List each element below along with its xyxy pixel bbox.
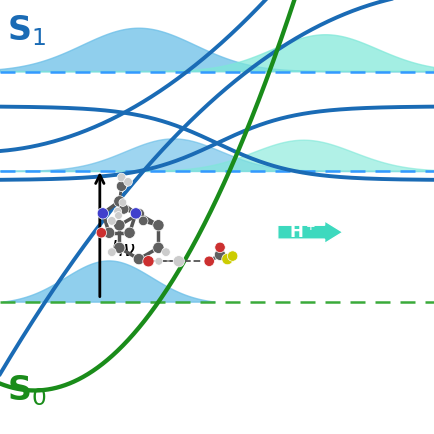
Circle shape xyxy=(204,256,214,266)
Circle shape xyxy=(116,181,127,191)
Circle shape xyxy=(214,249,226,260)
Circle shape xyxy=(114,196,125,207)
Circle shape xyxy=(117,173,126,182)
Circle shape xyxy=(114,207,122,215)
Text: hν: hν xyxy=(111,240,135,260)
Circle shape xyxy=(143,256,154,267)
Circle shape xyxy=(161,248,170,256)
Circle shape xyxy=(118,204,129,214)
Circle shape xyxy=(222,253,233,265)
Circle shape xyxy=(114,242,125,253)
Circle shape xyxy=(104,227,115,238)
Circle shape xyxy=(124,178,132,186)
Circle shape xyxy=(119,199,127,207)
Circle shape xyxy=(108,248,116,256)
Circle shape xyxy=(138,216,148,226)
Circle shape xyxy=(153,242,164,253)
Circle shape xyxy=(173,256,184,267)
Circle shape xyxy=(114,220,125,231)
Circle shape xyxy=(215,242,225,253)
Circle shape xyxy=(153,220,164,231)
Circle shape xyxy=(133,253,145,265)
Circle shape xyxy=(227,251,238,261)
Circle shape xyxy=(97,208,108,219)
Circle shape xyxy=(133,208,145,220)
Circle shape xyxy=(108,217,116,225)
Circle shape xyxy=(130,208,141,219)
Circle shape xyxy=(115,212,122,220)
Text: S$_1$: S$_1$ xyxy=(7,13,46,48)
Circle shape xyxy=(124,227,135,238)
Text: H$^+$: H$^+$ xyxy=(289,223,316,242)
Circle shape xyxy=(155,257,163,265)
Circle shape xyxy=(96,227,107,238)
FancyArrow shape xyxy=(278,221,343,243)
Text: S$_0$: S$_0$ xyxy=(7,373,46,408)
